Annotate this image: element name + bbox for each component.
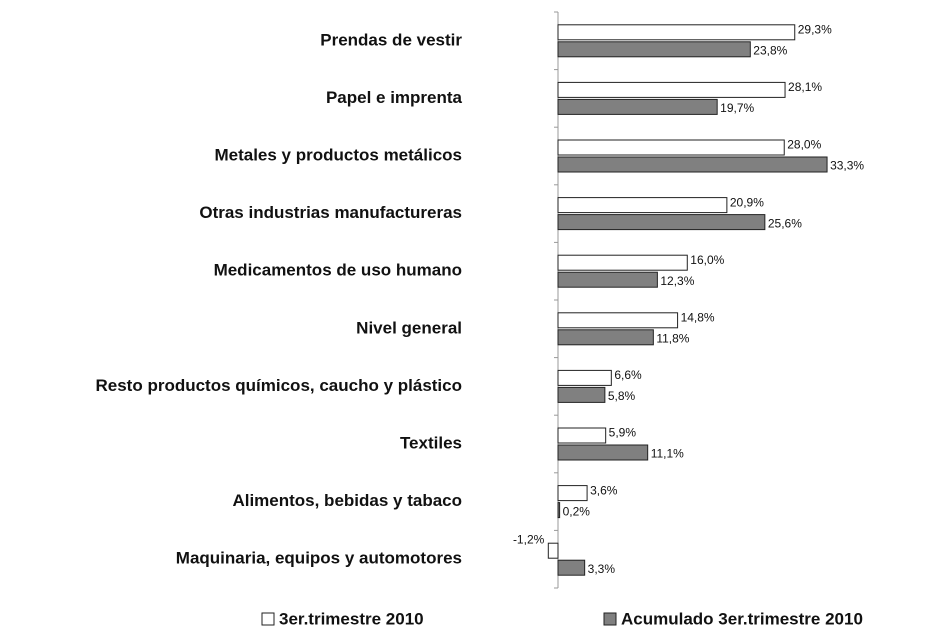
value-label: 20,9% — [730, 195, 764, 209]
category-label: Maquinaria, equipos y automotores — [176, 549, 462, 568]
category-label: Nivel general — [356, 318, 462, 337]
category-label: Resto productos químicos, caucho y plást… — [95, 376, 462, 395]
value-label: 16,0% — [690, 253, 724, 267]
category-label: Prendas de vestir — [320, 30, 462, 49]
legend-swatch — [261, 612, 275, 626]
bar — [557, 156, 828, 173]
value-label: 5,9% — [609, 426, 637, 440]
value-label: 3,6% — [590, 483, 618, 497]
bar — [557, 271, 658, 288]
bar — [557, 444, 649, 461]
category-label: Alimentos, bebidas y tabaco — [232, 491, 462, 510]
bar — [557, 427, 607, 444]
value-label: 6,6% — [614, 368, 642, 382]
category-label: Textiles — [400, 433, 462, 452]
category-label: Papel e imprenta — [326, 88, 463, 107]
value-label: 33,3% — [830, 159, 864, 173]
value-label: 23,8% — [753, 43, 787, 57]
value-label: 0,2% — [563, 504, 591, 518]
category-label: Metales y productos metálicos — [214, 145, 462, 164]
bar — [557, 485, 588, 502]
bar — [557, 139, 785, 156]
bar — [557, 214, 766, 231]
legend-label: 3er.trimestre 2010 — [279, 609, 424, 628]
bar — [547, 542, 559, 559]
bar — [557, 197, 728, 214]
value-label: 19,7% — [720, 101, 754, 115]
bar — [557, 98, 718, 115]
category-label: Otras industrias manufactureras — [199, 203, 462, 222]
bar — [557, 312, 679, 329]
value-label: 28,1% — [788, 80, 822, 94]
value-label: 5,8% — [608, 389, 636, 403]
bar — [557, 254, 688, 271]
bar — [557, 502, 561, 519]
bar — [557, 81, 786, 98]
value-label: 11,8% — [656, 331, 689, 345]
value-label: 28,0% — [787, 138, 821, 152]
value-label: 12,3% — [660, 274, 694, 288]
bar — [557, 559, 586, 576]
bar — [557, 386, 606, 403]
value-label: 14,8% — [681, 310, 715, 324]
value-label: 11,1% — [651, 447, 684, 461]
bar — [557, 24, 796, 41]
legend-label: Acumulado 3er.trimestre 2010 — [621, 609, 863, 628]
value-label: 29,3% — [798, 22, 832, 36]
category-label: Medicamentos de uso humano — [214, 261, 462, 280]
bar — [557, 41, 751, 58]
legend-swatch — [603, 612, 617, 626]
bar — [557, 369, 612, 386]
value-label: -1,2% — [513, 532, 545, 546]
bar — [557, 329, 654, 346]
value-label: 3,3% — [588, 562, 616, 576]
value-label: 25,6% — [768, 216, 802, 230]
